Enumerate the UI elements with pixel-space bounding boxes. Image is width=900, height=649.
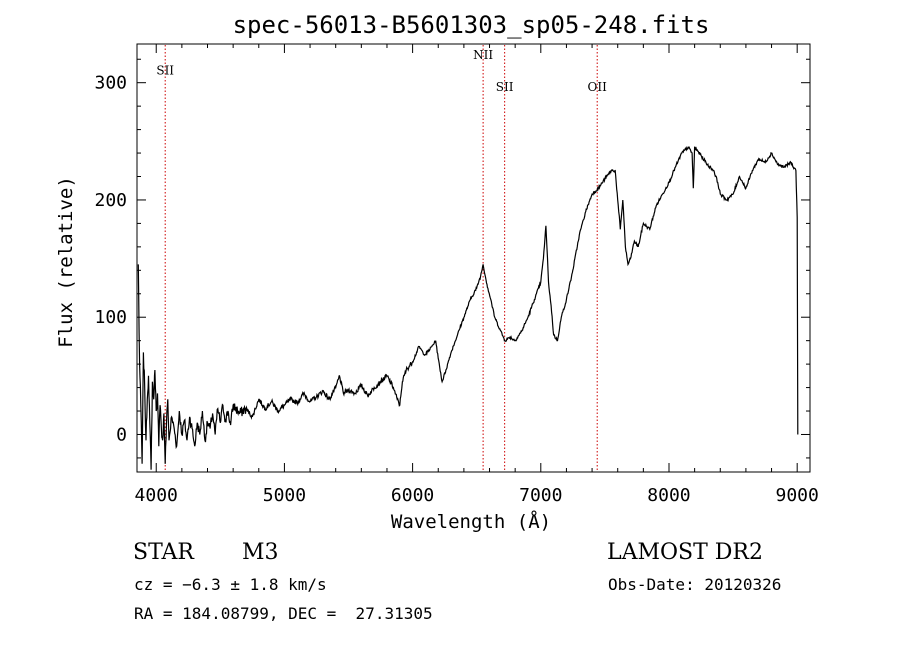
y-tick-label: 100 [94, 307, 127, 328]
emission-line-label: OII [588, 80, 608, 94]
object-class: STAR [133, 540, 194, 565]
x-tick-label: 9000 [776, 485, 819, 506]
spectrum-series-line [137, 145, 799, 470]
y-tick-label: 200 [94, 190, 127, 211]
x-axis-label: Wavelength (Å) [391, 510, 551, 533]
survey-name: LAMOST DR2 [607, 540, 763, 565]
coordinates-readout: RA = 184.08799, DEC = 27.31305 [134, 604, 433, 623]
x-tick-label: 8000 [647, 485, 690, 506]
y-tick-label: 0 [116, 424, 127, 445]
y-tick-label: 300 [94, 73, 127, 94]
plot-frame [136, 43, 811, 473]
observation-date: Obs-Date: 20120326 [608, 575, 782, 594]
x-tick-label: 7000 [519, 485, 562, 506]
emission-line-label: NII [473, 48, 493, 62]
emission-line-markers: SII NII SII OII [156, 45, 607, 471]
x-tick-label: 5000 [263, 485, 306, 506]
y-axis-label: Flux (relative) [55, 176, 77, 348]
x-tick-label: 4000 [135, 485, 178, 506]
object-subclass: M3 [242, 540, 279, 565]
chart-title: spec-56013-B5601303_sp05-248.fits [233, 11, 710, 39]
emission-line-label: SII [156, 63, 174, 77]
emission-line-label: SII [496, 80, 514, 94]
axis-ticks: 4000 5000 6000 7000 8000 9000 0 100 200 300 [94, 44, 819, 506]
x-tick-label: 6000 [391, 485, 434, 506]
redshift-readout: cz = −6.3 ± 1.8 km/s [134, 575, 327, 594]
